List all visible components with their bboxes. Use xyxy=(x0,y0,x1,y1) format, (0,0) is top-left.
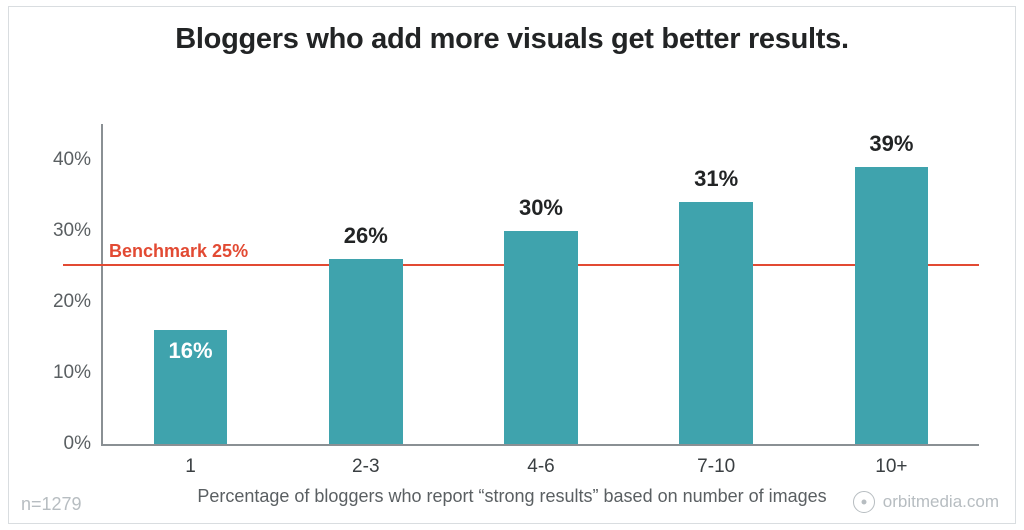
source-attribution: orbitmedia.com xyxy=(853,491,999,513)
x-tick-label: 4-6 xyxy=(527,456,554,478)
chart-title: Bloggers who add more visuals get better… xyxy=(35,23,989,56)
bar xyxy=(504,231,578,444)
source-logo-icon xyxy=(853,491,875,513)
chart-plot-area: 0%10%20%30%40% Benchmark 25% 16%126%2-33… xyxy=(35,56,989,524)
y-tick-label: 0% xyxy=(35,433,91,455)
bar xyxy=(855,167,929,444)
bar-slot: 39%10+ xyxy=(804,124,979,444)
bar-value-label: 39% xyxy=(869,131,913,157)
x-tick-label: 7-10 xyxy=(697,456,735,478)
x-tick-label: 1 xyxy=(185,456,196,478)
chart-container: Bloggers who add more visuals get better… xyxy=(0,0,1024,530)
bar-value-label: 31% xyxy=(694,166,738,192)
bar-slot: 16%1 xyxy=(103,124,278,444)
x-tick-label: 10+ xyxy=(875,456,907,478)
y-tick-label: 10% xyxy=(35,362,91,384)
bar-value-label: 30% xyxy=(519,195,563,221)
bar-value-label: 16% xyxy=(169,338,213,364)
y-tick-label: 30% xyxy=(35,220,91,242)
y-axis: 0%10%20%30%40% xyxy=(35,124,91,444)
plot-region: Benchmark 25% 16%126%2-330%4-631%7-1039%… xyxy=(101,124,979,446)
y-tick-label: 40% xyxy=(35,149,91,171)
bar-value-label: 26% xyxy=(344,223,388,249)
bars-group: 16%126%2-330%4-631%7-1039%10+ xyxy=(103,124,979,444)
bar-slot: 26%2-3 xyxy=(278,124,453,444)
bar xyxy=(679,202,753,444)
bar-slot: 31%7-10 xyxy=(629,124,804,444)
chart-card: Bloggers who add more visuals get better… xyxy=(8,6,1016,524)
bar xyxy=(329,259,403,444)
y-tick-label: 20% xyxy=(35,291,91,313)
bar-slot: 30%4-6 xyxy=(453,124,628,444)
x-tick-label: 2-3 xyxy=(352,456,379,478)
x-axis-title: Percentage of bloggers who report “stron… xyxy=(35,486,989,507)
bar: 16% xyxy=(154,330,228,444)
sample-size-label: n=1279 xyxy=(21,494,82,515)
source-text: orbitmedia.com xyxy=(883,492,999,512)
